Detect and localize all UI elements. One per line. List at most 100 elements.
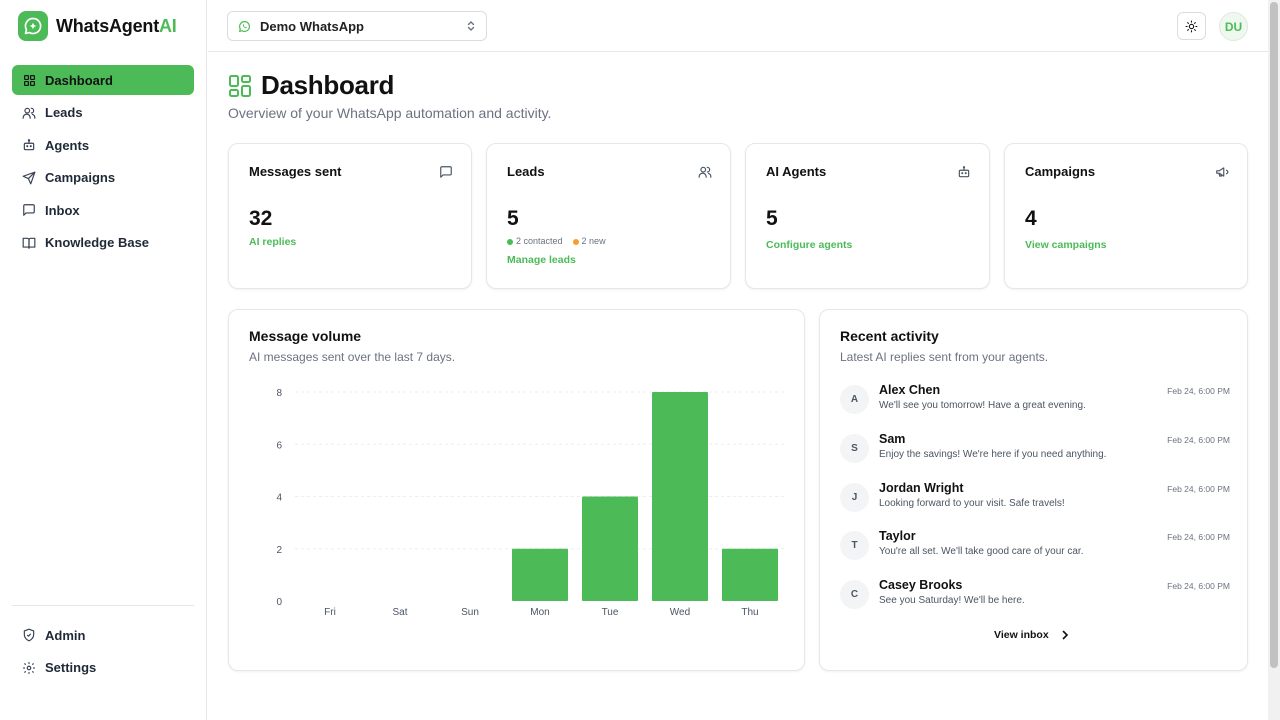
shield-icon — [22, 628, 36, 642]
stat-title: Leads — [507, 164, 545, 179]
x-tick-label: Thu — [741, 607, 758, 618]
page-subtitle: Overview of your WhatsApp automation and… — [228, 105, 552, 121]
x-tick-label: Tue — [602, 607, 619, 618]
page-scrollbar[interactable] — [1268, 0, 1280, 720]
x-tick-label: Wed — [670, 607, 690, 618]
top-bar: Demo WhatsApp DU — [208, 0, 1268, 52]
sidebar-item-label: Knowledge Base — [45, 235, 150, 250]
stat-value: 4 — [1025, 207, 1037, 230]
stat-title: Messages sent — [249, 164, 342, 179]
sidebar-bottom-nav: Admin Settings — [12, 605, 194, 685]
configure-agents-link[interactable]: Configure agents — [766, 239, 853, 251]
sidebar-item-dashboard[interactable]: Dashboard — [12, 65, 194, 95]
sidebar-item-label: Agents — [45, 137, 90, 153]
user-avatar[interactable]: DU — [1219, 12, 1248, 41]
whatsapp-icon — [238, 20, 251, 33]
y-tick-label: 0 — [276, 597, 282, 608]
avatar: J — [840, 483, 869, 512]
y-tick-label: 8 — [276, 388, 282, 399]
panel-subtitle: Latest AI replies sent from your agents. — [840, 350, 1049, 364]
sidebar-item-campaigns[interactable]: Campaigns — [12, 163, 194, 193]
contact-name: Sam — [879, 432, 906, 446]
bar-mon — [512, 548, 568, 601]
panel-subtitle: AI messages sent over the last 7 days. — [249, 350, 456, 364]
panel-title: Recent activity — [840, 328, 939, 344]
manage-leads-link[interactable]: Manage leads — [507, 254, 576, 266]
activity-item[interactable]: S Sam Enjoy the savings! We're here if y… — [840, 432, 1230, 474]
timestamp: Feb 24, 6:00 PM — [1167, 484, 1230, 494]
message-square-icon — [439, 165, 453, 179]
new-status: 2 new — [572, 236, 606, 246]
stat-title: Campaigns — [1025, 164, 1096, 179]
page-title: Dashboard — [261, 70, 395, 100]
message-preview: You're all set. We'll take good care of … — [879, 546, 1084, 557]
stat-value: 32 — [249, 207, 273, 230]
bot-icon — [957, 165, 971, 179]
stat-value: 5 — [507, 207, 519, 230]
brand[interactable]: WhatsAgentAI — [18, 11, 177, 41]
recent-activity-card: Recent activity Latest AI replies sent f… — [819, 309, 1248, 671]
activity-item[interactable]: T Taylor You're all set. We'll take good… — [840, 529, 1230, 571]
view-inbox-label: View inbox — [994, 629, 1049, 641]
panel-title: Message volume — [249, 328, 362, 344]
contact-name: Taylor — [879, 529, 916, 543]
avatar: S — [840, 434, 869, 463]
megaphone-icon — [1215, 165, 1229, 179]
scrollbar-thumb[interactable] — [1270, 2, 1278, 668]
sidebar-item-label: Settings — [45, 660, 97, 675]
message-preview: We'll see you tomorrow! Have a great eve… — [879, 400, 1086, 411]
message-volume-card: Message volume AI messages sent over the… — [228, 309, 805, 671]
message-preview: Enjoy the savings! We're here if you nee… — [879, 449, 1107, 460]
chevron-right-icon — [1061, 630, 1069, 640]
activity-item[interactable]: J Jordan Wright Looking forward to your … — [840, 481, 1230, 523]
y-tick-label: 4 — [276, 493, 282, 504]
message-preview: See you Saturday! We'll be here. — [879, 595, 1025, 606]
contact-name: Alex Chen — [879, 383, 941, 397]
x-tick-label: Sun — [461, 607, 479, 618]
bar-wed — [652, 392, 708, 601]
avatar: A — [840, 385, 869, 414]
dashboard-icon — [228, 74, 252, 98]
activity-item[interactable]: C Casey Brooks See you Saturday! We'll b… — [840, 578, 1230, 620]
view-inbox-link[interactable]: View inbox — [994, 629, 1069, 641]
contact-name: Casey Brooks — [879, 578, 963, 592]
sidebar-item-knowledge-base[interactable]: Knowledge Base — [12, 228, 194, 258]
sidebar-item-inbox[interactable]: Inbox — [12, 195, 194, 225]
users-icon — [22, 106, 36, 120]
stat-value: 5 — [766, 207, 778, 230]
send-icon — [22, 171, 36, 185]
sidebar-item-admin[interactable]: Admin — [12, 620, 194, 650]
view-campaigns-link[interactable]: View campaigns — [1025, 239, 1107, 251]
contact-name: Jordan Wright — [879, 481, 964, 495]
sidebar-item-label: Leads — [45, 105, 83, 120]
sidebar-item-agents[interactable]: Agents — [12, 130, 194, 160]
activity-item[interactable]: A Alex Chen We'll see you tomorrow! Have… — [840, 383, 1230, 425]
x-tick-label: Mon — [530, 607, 549, 618]
chevron-up-down-icon — [466, 20, 476, 32]
sidebar-nav: Dashboard Leads Agents Campaigns Inbox — [12, 65, 194, 260]
sidebar-item-label: Dashboard — [45, 72, 113, 88]
stat-title: AI Agents — [766, 164, 827, 179]
dashboard-icon — [22, 73, 36, 87]
sidebar-item-settings[interactable]: Settings — [12, 653, 194, 683]
timestamp: Feb 24, 6:00 PM — [1167, 581, 1230, 591]
sun-icon — [1185, 20, 1198, 33]
sidebar-item-leads[interactable]: Leads — [12, 98, 194, 128]
message-square-icon — [22, 203, 36, 217]
stat-card-campaigns: Campaigns 4 View campaigns — [1004, 143, 1248, 289]
page-header: Dashboard — [228, 70, 394, 101]
stat-card-messages: Messages sent 32 AI replies — [228, 143, 472, 289]
contacted-status: 2 contacted — [507, 236, 563, 246]
sidebar: WhatsAgentAI Dashboard Leads Agents Camp… — [0, 0, 207, 720]
theme-toggle-button[interactable] — [1177, 12, 1206, 40]
timestamp: Feb 24, 6:00 PM — [1167, 435, 1230, 445]
timestamp: Feb 24, 6:00 PM — [1167, 386, 1230, 396]
ai-replies-link[interactable]: AI replies — [249, 236, 297, 248]
avatar: C — [840, 580, 869, 609]
avatar: T — [840, 531, 869, 560]
brand-logo — [18, 11, 48, 41]
bar-tue — [582, 496, 638, 601]
workspace-select[interactable]: Demo WhatsApp — [227, 11, 487, 41]
status-dot — [507, 238, 513, 245]
status-dot — [572, 238, 579, 245]
